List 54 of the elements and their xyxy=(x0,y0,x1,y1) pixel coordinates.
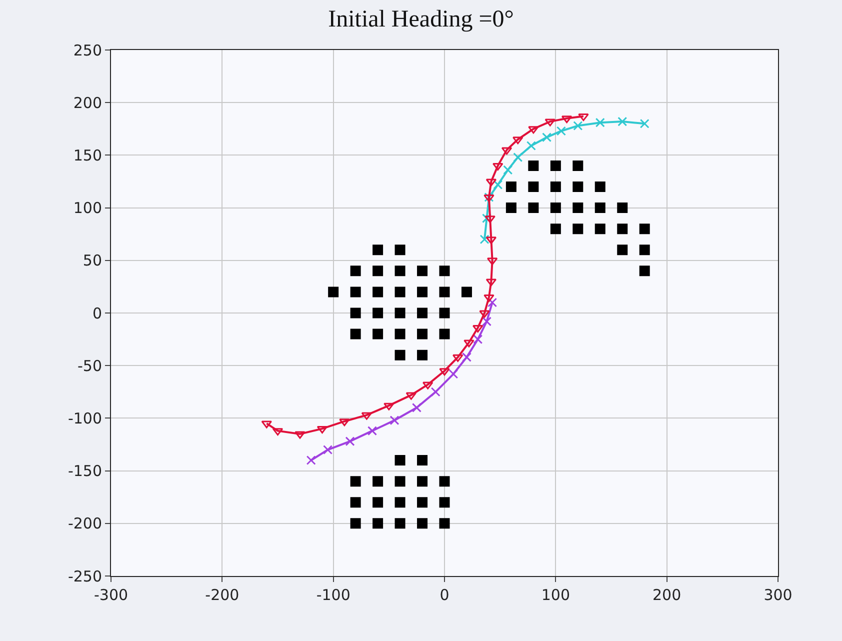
point xyxy=(573,120,583,130)
point xyxy=(482,316,492,326)
point xyxy=(430,387,440,397)
y-tick-label: 50 xyxy=(82,252,102,270)
point xyxy=(556,126,566,136)
y-tick-label: 150 xyxy=(73,146,102,164)
x-tick-label: 200 xyxy=(652,586,682,604)
y-tick-label: -50 xyxy=(78,356,102,375)
point xyxy=(384,402,394,410)
point xyxy=(439,368,450,376)
point xyxy=(526,140,536,150)
point xyxy=(294,431,306,439)
point xyxy=(367,426,377,436)
point xyxy=(412,402,422,412)
y-tick-label: 250 xyxy=(73,41,102,60)
point xyxy=(528,126,539,134)
point xyxy=(448,369,458,379)
point xyxy=(339,418,350,426)
point xyxy=(479,310,490,318)
point xyxy=(618,116,628,126)
point xyxy=(306,456,316,466)
point xyxy=(473,334,483,344)
point xyxy=(493,180,503,190)
point xyxy=(480,234,490,244)
x-tick-label: -300 xyxy=(94,586,128,604)
point xyxy=(323,445,333,455)
point xyxy=(578,114,589,122)
point xyxy=(484,216,496,224)
point xyxy=(544,118,556,126)
chart-title: Initial Heading =0° xyxy=(328,6,514,32)
x-tick-label: -200 xyxy=(205,586,240,604)
point xyxy=(345,436,355,446)
point xyxy=(513,152,523,162)
point xyxy=(512,136,524,144)
point xyxy=(261,420,272,428)
x-tick-label: 0 xyxy=(440,586,450,604)
y-tick-label: 0 xyxy=(92,304,102,322)
y-tick-label: -150 xyxy=(68,462,102,480)
point xyxy=(462,352,472,362)
x-tick-label: -100 xyxy=(316,586,350,604)
point xyxy=(484,294,494,302)
x-tick-label: 100 xyxy=(541,586,570,604)
y-tick-label: -100 xyxy=(68,409,102,428)
point xyxy=(503,165,513,175)
point xyxy=(390,416,400,426)
y-tick-label: 100 xyxy=(73,199,102,218)
point xyxy=(640,118,650,128)
y-tick-label: -200 xyxy=(68,514,102,533)
y-tick-label: -250 xyxy=(68,567,102,586)
y-tick-label: 200 xyxy=(73,94,102,112)
point xyxy=(542,132,552,142)
x-tick-label: 300 xyxy=(764,586,792,604)
point xyxy=(595,118,605,128)
point xyxy=(464,340,474,348)
